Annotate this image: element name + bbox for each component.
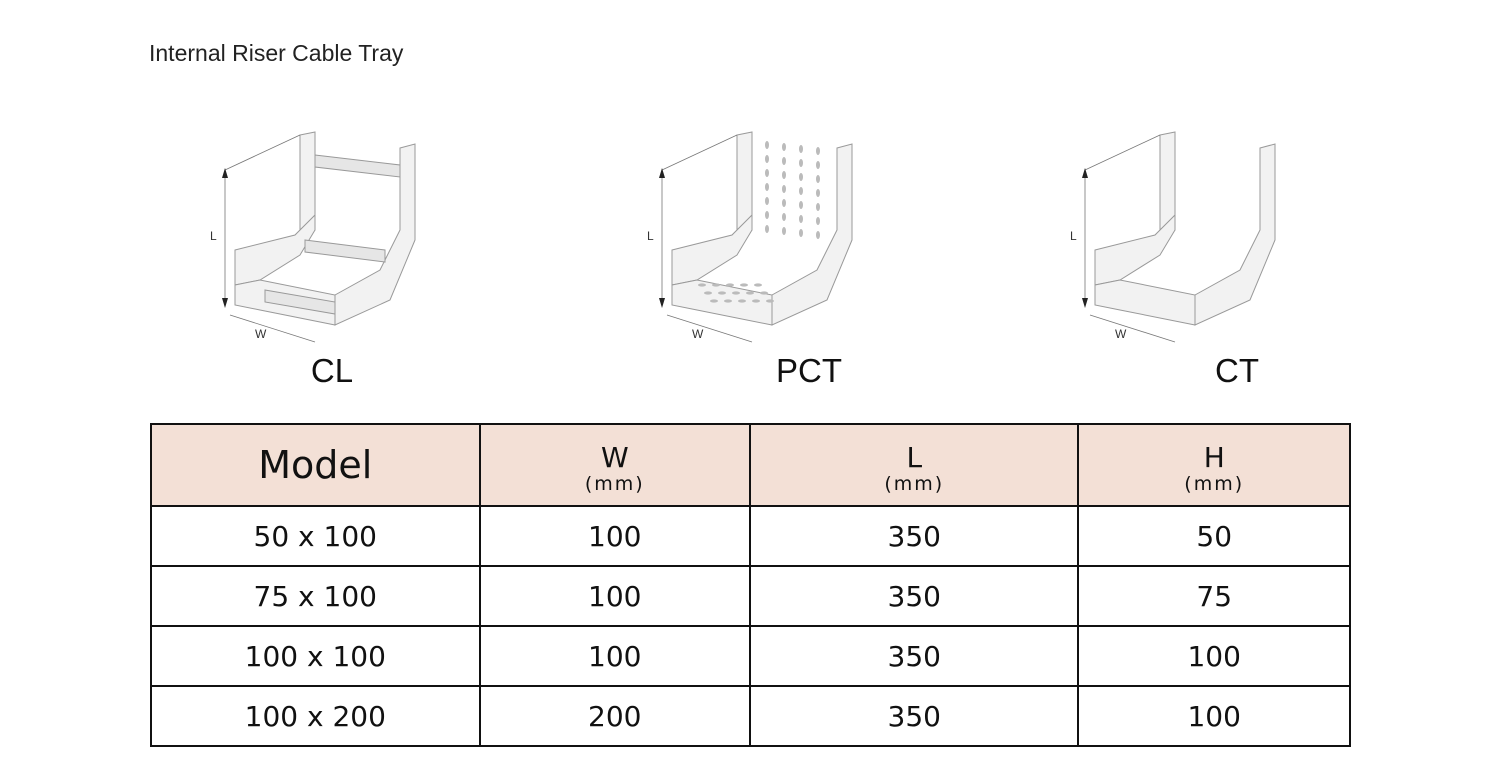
cell-model: 100 x 200	[150, 685, 481, 747]
caption-cl: CL	[310, 352, 354, 389]
cell-w: 100	[478, 565, 752, 627]
perforation	[704, 291, 712, 295]
perforation	[816, 217, 820, 225]
cell-w: 100	[478, 505, 752, 567]
cell-l: 350	[749, 685, 1080, 747]
perforation	[799, 159, 803, 167]
header-l: L (mm)	[749, 423, 1080, 507]
cell-h: 75	[1077, 565, 1351, 627]
perforation	[782, 143, 786, 151]
table-row: 50 x 100 100 350 50	[150, 505, 1351, 567]
perforation	[816, 147, 820, 155]
perforation	[782, 199, 786, 207]
perforation	[816, 189, 820, 197]
perforation	[816, 175, 820, 183]
dim-l-label: L	[647, 229, 654, 243]
perforation	[712, 283, 720, 287]
perforation	[816, 161, 820, 169]
perforation	[718, 291, 726, 295]
perforation	[726, 283, 734, 287]
perforation	[724, 299, 732, 303]
perforation	[752, 299, 760, 303]
perforation	[782, 185, 786, 193]
cell-l: 350	[749, 505, 1080, 567]
cell-model: 100 x 100	[150, 625, 481, 687]
perforation	[765, 211, 769, 219]
perforation	[754, 283, 762, 287]
perforation	[738, 299, 746, 303]
perforation	[799, 215, 803, 223]
perforation	[765, 141, 769, 149]
perforation	[710, 299, 718, 303]
header-model: Model	[150, 423, 481, 507]
perforation	[765, 155, 769, 163]
perforation	[782, 213, 786, 221]
perforation	[765, 225, 769, 233]
dim-w-label: W	[1115, 327, 1127, 341]
caption-pct: PCT	[776, 352, 842, 389]
dim-w-label: W	[692, 327, 704, 341]
table-row: 75 x 100 100 350 75	[150, 565, 1351, 627]
header-h: H (mm)	[1077, 423, 1351, 507]
cell-model: 75 x 100	[150, 565, 481, 627]
header-label: H	[1203, 441, 1225, 474]
perforation	[765, 197, 769, 205]
perforation	[765, 183, 769, 191]
dim-w-label: W	[255, 327, 267, 341]
perforation	[746, 291, 754, 295]
header-unit: (mm)	[584, 473, 645, 495]
perforation	[782, 227, 786, 235]
cell-model: 50 x 100	[150, 505, 481, 567]
cell-h: 50	[1077, 505, 1351, 567]
perforation	[816, 203, 820, 211]
spec-table: Model W (mm) L (mm) H (mm) 50 x 100 100 350 50…	[150, 423, 1351, 747]
cell-w: 200	[478, 685, 752, 747]
header-label: L	[906, 441, 923, 474]
perforation	[698, 283, 706, 287]
dim-l-label: L	[1070, 229, 1077, 243]
rung	[264, 289, 336, 315]
cell-w: 100	[478, 625, 752, 687]
perforation	[765, 169, 769, 177]
perforation	[799, 201, 803, 209]
perforation	[782, 157, 786, 165]
perforation	[766, 299, 774, 303]
rung	[304, 239, 386, 263]
perforation	[816, 231, 820, 239]
perforation	[760, 291, 768, 295]
perforation	[799, 229, 803, 237]
header-unit: (mm)	[884, 473, 945, 495]
header-label: W	[600, 441, 629, 474]
perforation	[732, 291, 740, 295]
rung	[314, 154, 401, 178]
cell-l: 350	[749, 565, 1080, 627]
header-unit: (mm)	[1184, 473, 1245, 495]
caption-ct: CT	[1215, 352, 1259, 389]
perforation	[782, 171, 786, 179]
perforation	[799, 145, 803, 153]
table-row: 100 x 100 100 350 100	[150, 625, 1351, 687]
dim-l-label: L	[210, 229, 217, 243]
page-title: Internal Riser Cable Tray	[149, 40, 404, 66]
cell-l: 350	[749, 625, 1080, 687]
perforation	[799, 173, 803, 181]
table-header-row: Model W (mm) L (mm) H (mm)	[150, 423, 1351, 507]
table-row: 100 x 200 200 350 100	[150, 685, 1351, 747]
cell-h: 100	[1077, 625, 1351, 687]
cell-h: 100	[1077, 685, 1351, 747]
perforation	[799, 187, 803, 195]
header-label: Model	[258, 443, 373, 487]
header-w: W (mm)	[478, 423, 752, 507]
perforation	[740, 283, 748, 287]
